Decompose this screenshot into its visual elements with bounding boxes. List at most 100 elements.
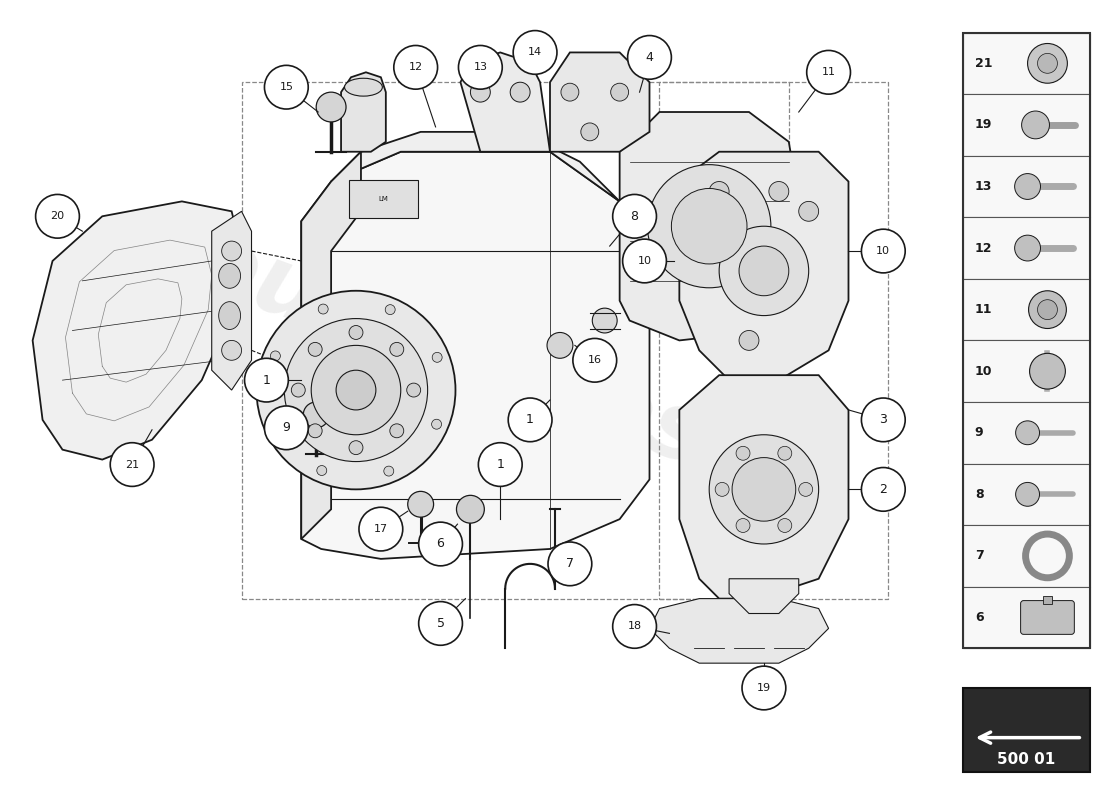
Circle shape [769,182,789,202]
Circle shape [432,352,442,362]
Circle shape [222,241,242,261]
Text: 13: 13 [975,180,992,193]
Polygon shape [461,53,550,152]
Circle shape [733,458,795,521]
Text: 10: 10 [638,256,651,266]
Circle shape [806,50,850,94]
Circle shape [1027,43,1067,83]
Text: 1: 1 [496,458,504,471]
Text: 11: 11 [975,303,992,316]
Text: 4: 4 [646,51,653,64]
Circle shape [547,333,573,358]
Circle shape [719,226,808,315]
Circle shape [610,83,628,101]
Text: 10: 10 [975,365,992,378]
Circle shape [264,66,308,109]
Circle shape [389,342,404,356]
Ellipse shape [219,302,241,330]
Circle shape [384,466,394,476]
Text: 19: 19 [975,118,992,131]
Text: 6: 6 [975,611,983,624]
Circle shape [799,202,818,222]
Circle shape [573,338,617,382]
Circle shape [742,666,785,710]
Text: 1: 1 [526,414,534,426]
Polygon shape [341,72,386,152]
Circle shape [1015,421,1040,445]
Circle shape [1037,54,1057,74]
Circle shape [359,507,403,551]
Text: 12: 12 [975,242,992,254]
Circle shape [736,446,750,460]
Polygon shape [550,53,649,152]
Text: 8: 8 [630,210,639,222]
Text: 9: 9 [975,426,983,439]
Text: 20: 20 [51,211,65,222]
Circle shape [1022,111,1049,139]
Circle shape [623,239,667,283]
Polygon shape [680,375,848,598]
Circle shape [244,358,288,402]
Text: 16: 16 [587,355,602,366]
FancyArrowPatch shape [979,732,1079,743]
Circle shape [1030,354,1066,389]
Text: 500 01: 500 01 [998,752,1056,767]
Circle shape [385,305,395,314]
Polygon shape [33,202,242,459]
Circle shape [778,518,792,533]
Circle shape [514,30,557,74]
Circle shape [613,605,657,648]
Circle shape [581,123,598,141]
Polygon shape [680,152,848,380]
Text: 15: 15 [279,82,294,92]
Circle shape [459,46,503,89]
Circle shape [1015,482,1040,506]
Text: 9: 9 [283,422,290,434]
Circle shape [317,466,327,475]
Circle shape [736,518,750,533]
Text: 18: 18 [627,622,641,631]
Circle shape [35,194,79,238]
Circle shape [256,290,455,490]
Circle shape [710,182,729,202]
Text: 7: 7 [565,558,574,570]
Circle shape [431,419,441,429]
FancyBboxPatch shape [962,156,1090,218]
Circle shape [799,482,813,496]
Circle shape [561,83,579,101]
Circle shape [408,491,433,517]
Text: 21: 21 [975,57,992,70]
Circle shape [419,522,462,566]
Circle shape [548,542,592,586]
FancyBboxPatch shape [962,463,1090,525]
Circle shape [1014,174,1041,199]
Text: 12: 12 [408,62,422,72]
Circle shape [308,424,322,438]
FancyBboxPatch shape [962,402,1090,463]
Text: 6: 6 [437,538,444,550]
FancyBboxPatch shape [962,688,1090,772]
Text: 3: 3 [879,414,888,426]
Circle shape [292,383,305,397]
FancyBboxPatch shape [962,94,1090,156]
Circle shape [739,246,789,296]
Circle shape [478,442,522,486]
FancyBboxPatch shape [962,525,1090,586]
Circle shape [271,351,281,361]
Circle shape [308,342,322,356]
Circle shape [508,398,552,442]
Circle shape [671,189,747,264]
FancyBboxPatch shape [962,279,1090,341]
Circle shape [349,326,363,339]
Circle shape [110,442,154,486]
Ellipse shape [219,263,241,288]
Circle shape [318,304,328,314]
FancyBboxPatch shape [962,218,1090,279]
Text: 11: 11 [822,67,836,78]
Circle shape [861,467,905,511]
Text: 8: 8 [975,488,983,501]
Circle shape [264,406,308,450]
Circle shape [337,370,376,410]
Text: 1: 1 [263,374,271,386]
Polygon shape [619,112,799,341]
